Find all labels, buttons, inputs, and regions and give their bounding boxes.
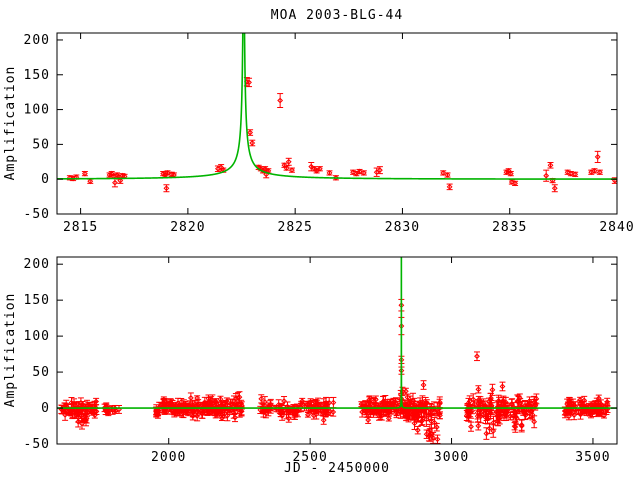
- svg-text:2830: 2830: [385, 220, 420, 235]
- chart-title: MOA 2003-BLG-44: [270, 8, 404, 23]
- svg-text:0: 0: [41, 401, 50, 416]
- svg-text:2825: 2825: [278, 220, 313, 235]
- svg-text:2820: 2820: [170, 220, 205, 235]
- svg-text:200: 200: [24, 257, 50, 272]
- x-axis-label: JD - 2450000: [284, 461, 390, 476]
- svg-text:150: 150: [24, 293, 50, 308]
- top-panel-y-axis-label: Amplification: [3, 65, 18, 181]
- svg-text:100: 100: [24, 103, 50, 118]
- svg-text:-50: -50: [24, 437, 50, 452]
- svg-text:150: 150: [24, 68, 50, 83]
- svg-text:2815: 2815: [63, 220, 98, 235]
- svg-text:3000: 3000: [434, 450, 469, 465]
- bottom-panel-y-axis-label: Amplification: [3, 292, 18, 408]
- svg-text:3500: 3500: [575, 450, 610, 465]
- svg-text:200: 200: [24, 33, 50, 48]
- svg-text:50: 50: [32, 365, 50, 380]
- svg-text:2840: 2840: [599, 220, 634, 235]
- svg-text:2835: 2835: [492, 220, 527, 235]
- svg-text:2500: 2500: [292, 450, 327, 465]
- svg-text:100: 100: [24, 329, 50, 344]
- svg-text:2000: 2000: [151, 450, 186, 465]
- svg-text:50: 50: [32, 137, 50, 152]
- svg-text:0: 0: [41, 172, 50, 187]
- svg-text:-50: -50: [24, 207, 50, 222]
